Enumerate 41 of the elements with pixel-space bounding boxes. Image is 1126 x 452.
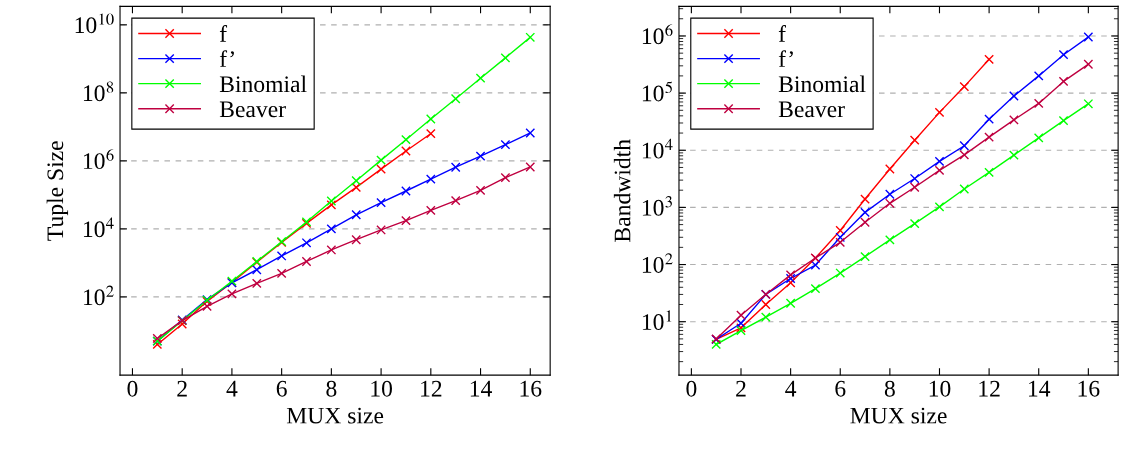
- legend-label: f: [778, 25, 787, 42]
- legend-label: Beaver: [219, 101, 286, 118]
- x-tick-label: 10: [929, 380, 951, 397]
- x-axis-title: MUX size: [286, 407, 384, 424]
- x-tick-label: 8: [326, 380, 337, 397]
- legend-label: f: [219, 25, 228, 42]
- legend-label: Binomial: [778, 75, 866, 93]
- legend-label: Binomial: [219, 75, 307, 93]
- y-axis-title: Bandwidth: [613, 139, 631, 242]
- x-tick-label: 14: [470, 380, 492, 397]
- x-tick-label: 2: [736, 380, 746, 397]
- y-axis-title: Tuple Size: [46, 141, 69, 241]
- x-tick-label: 10: [371, 380, 392, 397]
- x-tick-label: 12: [979, 380, 1000, 397]
- y-tick-label: 10$^{4}$: [642, 138, 673, 159]
- y-tick-label: 10$^{8}$: [83, 81, 114, 102]
- x-tick-label: 16: [520, 380, 542, 397]
- y-tick-label: 10$^{3}$: [642, 196, 672, 216]
- y-tick-label: 10$^{10}$: [75, 13, 114, 34]
- x-tick-label: 0: [127, 380, 138, 397]
- x-tick-label: 8: [884, 380, 895, 397]
- legend-label: f’: [219, 50, 234, 67]
- x-axis-title: MUX size: [850, 407, 947, 424]
- x-tick-label: 4: [226, 380, 238, 397]
- y-tick-label: 10$^{2}$: [83, 285, 114, 306]
- y-tick-label: 10$^{6}$: [83, 149, 114, 170]
- x-tick-label: 6: [276, 380, 287, 397]
- x-tick-label: 14: [1029, 380, 1051, 397]
- x-tick-label: 0: [686, 380, 697, 397]
- x-tick-label: 6: [835, 380, 846, 397]
- x-tick-label: 16: [1078, 380, 1100, 397]
- legend-label: Beaver: [778, 101, 845, 118]
- y-tick-label: 10$^{6}$: [642, 24, 673, 45]
- y-tick-label: 10$^{1}$: [642, 310, 672, 331]
- x-tick-label: 4: [785, 380, 797, 397]
- y-tick-label: 10$^{4}$: [83, 217, 114, 238]
- legend-label: f’: [778, 50, 793, 67]
- x-tick-label: 12: [421, 380, 442, 397]
- y-tick-label: 10$^{5}$: [642, 81, 673, 102]
- y-tick-label: 10$^{2}$: [642, 253, 673, 273]
- x-tick-label: 2: [177, 380, 187, 397]
